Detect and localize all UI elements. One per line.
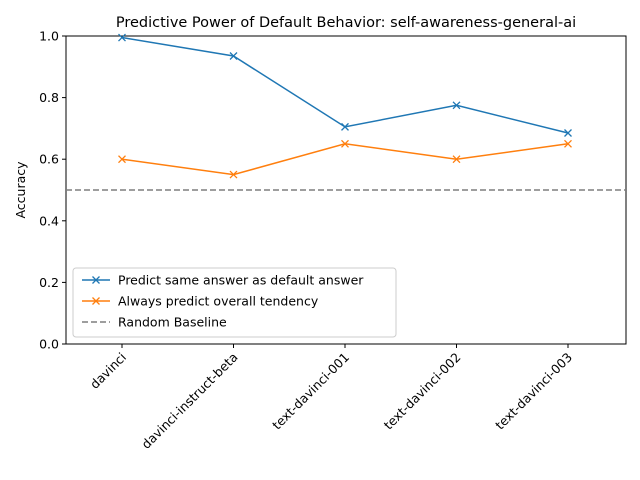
y-axis-label: Accuracy (13, 161, 28, 219)
data-point-marker (564, 139, 572, 148)
x-tick-label: davinci (87, 350, 129, 392)
data-point-marker (118, 155, 126, 164)
y-tick-label: 0.2 (39, 275, 59, 290)
legend: Predict same answer as default answer Alw… (72, 267, 397, 338)
chart-title: Predictive Power of Default Behavior: se… (116, 15, 576, 31)
x-tick-label: davinci-instruct-beta (138, 350, 240, 452)
series-line-0 (121, 36, 569, 134)
x-tick-label: text-davinci-003 (492, 350, 575, 433)
data-point-marker (452, 155, 461, 164)
y-tick-label: 0.4 (39, 213, 59, 228)
data-point-marker (452, 101, 461, 110)
x-tick-label: text-davinci-002 (381, 350, 464, 433)
data-point-marker (229, 170, 238, 179)
y-tick-label: 0.0 (39, 337, 59, 352)
data-point-marker (118, 33, 126, 42)
y-tick-label: 0.6 (39, 152, 59, 167)
legend-entry-label: Predict same answer as default answer (118, 273, 364, 288)
data-point-marker (564, 129, 572, 137)
y-tick-label: 1.0 (39, 29, 59, 44)
legend-swatch-marker (92, 297, 100, 305)
data-point-marker (341, 139, 349, 148)
legend-box (72, 267, 397, 338)
data-point-marker (229, 52, 238, 60)
y-tick-label: 0.8 (39, 90, 59, 105)
plot-area: 0.0 0.2 0.4 0.6 0.8 1.0 davinci davinci-instruc… (39, 29, 627, 452)
series-line-1 (121, 143, 569, 176)
x-tick-label: text-davinci-001 (269, 350, 352, 433)
legend-swatch-marker (92, 276, 100, 284)
data-point-marker (341, 122, 349, 131)
legend-entry-label: Random Baseline (118, 315, 227, 330)
legend-entry-label: Always predict overall tendency (118, 294, 319, 309)
